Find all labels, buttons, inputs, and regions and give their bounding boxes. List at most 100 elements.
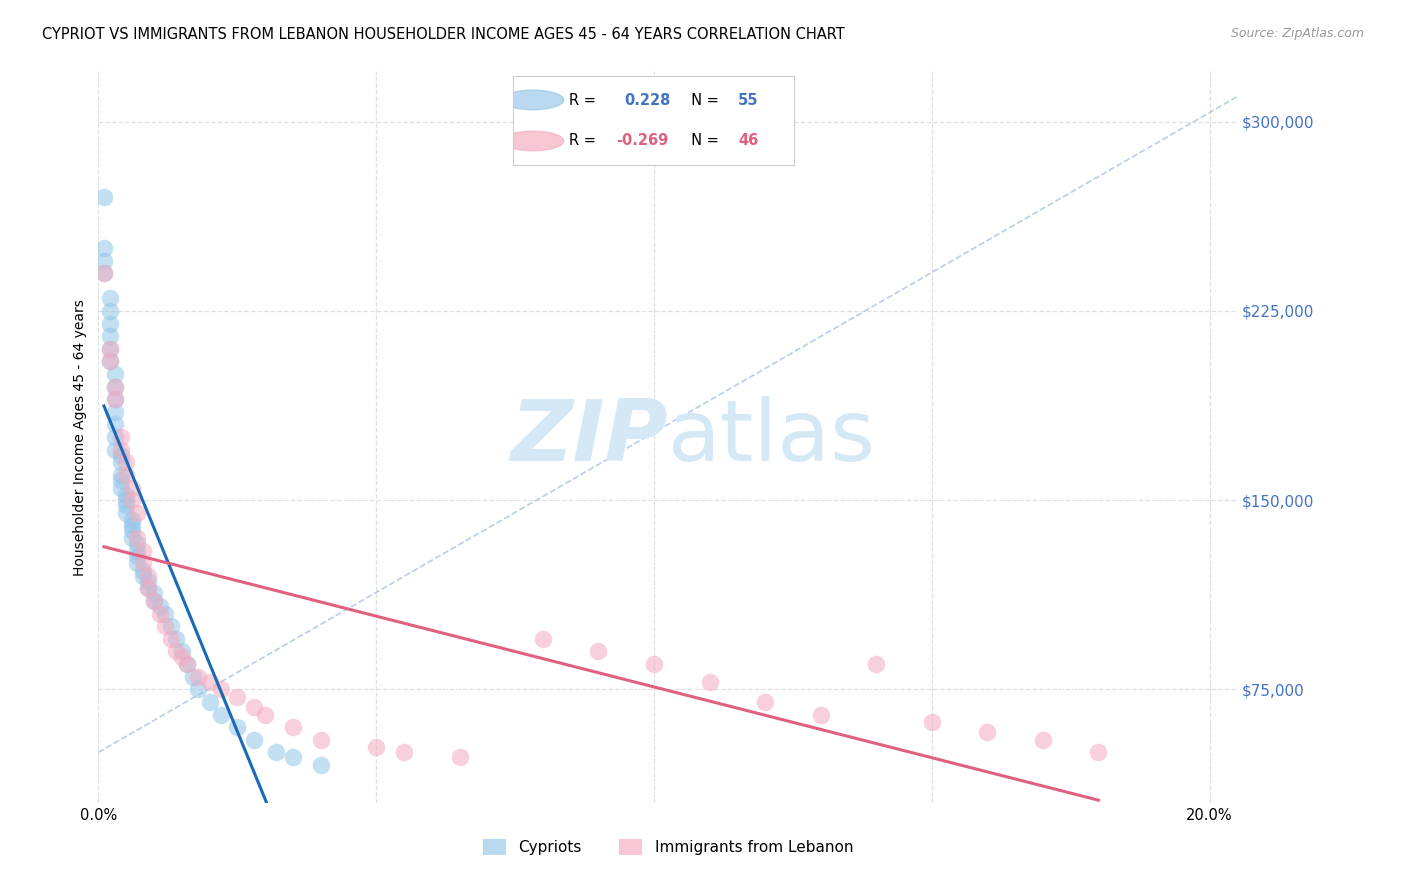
Point (143, 594, 166, 608)
Point (98, 342, 121, 356)
Point (754, 695, 776, 709)
Text: 0.228: 0.228 (624, 94, 671, 108)
Point (127, 543, 149, 558)
Point (98, 354, 121, 368)
Point (176, 657, 198, 671)
Point (243, 700, 266, 714)
Point (115, 493, 138, 508)
Point (121, 481, 143, 495)
Point (98, 354, 121, 368)
Point (132, 564, 155, 578)
Point (121, 518, 143, 533)
Point (127, 556, 149, 570)
Point (226, 690, 249, 704)
Circle shape (502, 90, 564, 110)
Point (127, 531, 149, 545)
Point (127, 506, 149, 520)
Point (132, 556, 155, 570)
Circle shape (502, 131, 564, 151)
Text: N =: N = (682, 94, 724, 108)
Point (153, 619, 176, 633)
Y-axis label: Householder Income Ages 45 - 64 years: Householder Income Ages 45 - 64 years (73, 299, 87, 575)
Point (98, 342, 121, 356)
Point (93, 253, 115, 268)
Legend: Cypriots, Immigrants from Lebanon: Cypriots, Immigrants from Lebanon (477, 833, 859, 861)
Point (110, 473, 132, 487)
Point (1032, 732, 1054, 747)
Point (976, 725, 998, 739)
Point (865, 657, 887, 671)
Point (254, 707, 277, 722)
Point (93, 241, 115, 255)
Point (187, 682, 209, 697)
Point (138, 582, 160, 596)
Point (104, 442, 127, 457)
Point (104, 379, 127, 393)
Point (121, 513, 143, 527)
Point (170, 649, 193, 664)
Point (115, 506, 138, 520)
Text: atlas: atlas (668, 395, 876, 479)
Point (449, 750, 471, 764)
Point (148, 607, 170, 621)
Point (176, 657, 198, 671)
Text: -0.269: -0.269 (617, 133, 669, 147)
Point (98, 317, 121, 331)
Point (187, 670, 209, 684)
Point (198, 695, 221, 709)
Point (98, 329, 121, 343)
Point (110, 430, 132, 444)
Point (159, 619, 181, 633)
Point (115, 455, 138, 469)
Point (104, 367, 127, 381)
Point (366, 740, 388, 755)
Point (159, 632, 181, 646)
Point (104, 430, 127, 444)
Point (588, 644, 610, 658)
Text: 55: 55 (738, 94, 759, 108)
Point (115, 467, 138, 482)
Point (104, 417, 127, 432)
Point (104, 379, 127, 393)
Point (121, 531, 143, 545)
Point (143, 586, 166, 600)
Point (392, 745, 415, 759)
Point (110, 448, 132, 462)
Point (104, 405, 127, 419)
Point (110, 467, 132, 482)
Text: R =: R = (569, 94, 606, 108)
Point (643, 657, 665, 671)
Point (127, 536, 149, 550)
Text: ZIP: ZIP (510, 395, 668, 479)
Point (110, 481, 132, 495)
Point (104, 392, 127, 407)
Point (138, 582, 160, 596)
Point (115, 488, 138, 502)
Point (209, 682, 232, 697)
Point (198, 674, 221, 689)
Point (699, 674, 721, 689)
Point (153, 607, 176, 621)
Point (309, 758, 332, 772)
Point (93, 266, 115, 280)
Point (132, 543, 155, 558)
Point (121, 524, 143, 538)
Point (93, 190, 115, 204)
Point (281, 720, 304, 734)
Text: 46: 46 (738, 133, 758, 147)
Point (110, 442, 132, 457)
Point (127, 549, 149, 563)
Point (243, 732, 266, 747)
Point (921, 715, 943, 730)
Point (810, 707, 832, 722)
Point (104, 392, 127, 407)
Point (531, 632, 554, 646)
Point (264, 745, 287, 759)
Point (138, 569, 160, 583)
Point (165, 644, 187, 658)
Point (148, 599, 170, 613)
Point (226, 720, 249, 734)
Point (132, 569, 155, 583)
Point (93, 266, 115, 280)
Point (165, 632, 187, 646)
